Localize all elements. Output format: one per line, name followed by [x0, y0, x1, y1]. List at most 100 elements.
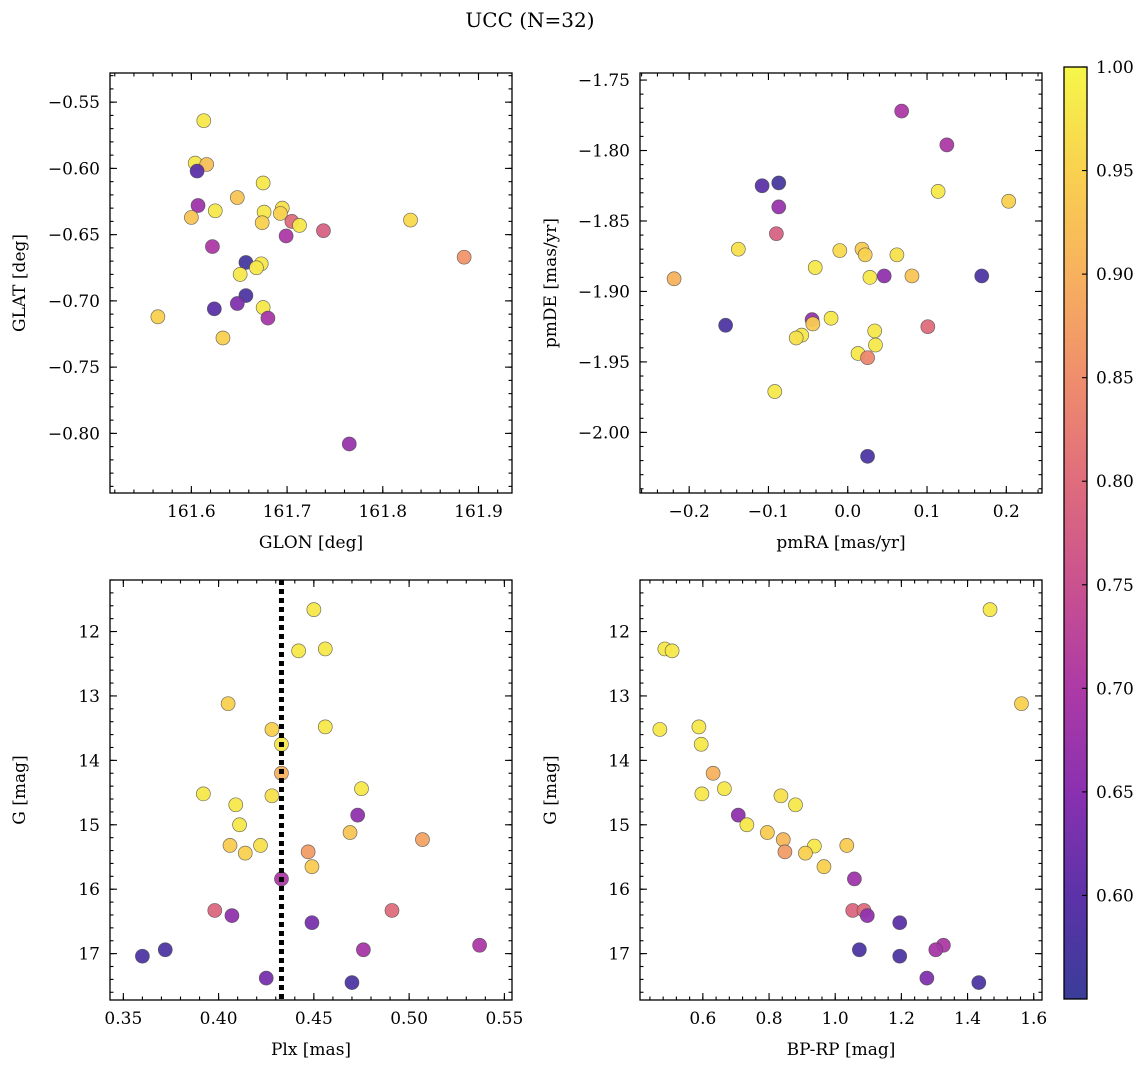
y-tick-label: −0.60: [48, 159, 100, 179]
scatter-point: [229, 296, 245, 311]
colorbar-gradient: [1063, 66, 1088, 1000]
colorbar-tick-label: 0.70: [1096, 679, 1134, 699]
scatter-point: [930, 184, 946, 199]
colorbar: 0.60 0.65 0.70 0.75 0.80 0.85 0.90 0.95 1.00: [1063, 58, 1134, 1000]
x-tick-label: 0.2: [993, 502, 1020, 522]
scatter-point: [693, 736, 709, 752]
scatter-point: [857, 247, 873, 263]
panel-glon-glat: 161.6 161.7 161.8 161.9 −0.55 −0.60 −0.65 −0.70…: [10, 72, 513, 553]
scatter-point: [832, 243, 848, 258]
scatter-point: [771, 199, 787, 215]
scatter-point: [982, 602, 998, 617]
scatter-point: [207, 203, 223, 219]
scatter-point: [344, 975, 360, 990]
scatter-point: [971, 975, 987, 990]
scatter-point: [718, 317, 733, 333]
scatter-point: [135, 948, 150, 964]
panel-bprp-g: 0.6 0.8 1.0 1.2 1.4 1.6 12 13 14 15 16 17 BP-RP [mag…: [541, 579, 1047, 1060]
scatter-point: [224, 908, 240, 923]
scatter-point: [798, 845, 813, 861]
scatter-point: [229, 190, 245, 205]
y-tick-label: −1.80: [578, 142, 630, 162]
colorbar-tick-label: 0.75: [1096, 576, 1134, 596]
scatter-point: [823, 310, 839, 326]
scatter-point: [717, 781, 732, 797]
scatter-point: [207, 903, 223, 918]
x-tick-label: 161.6: [167, 502, 216, 522]
y-axis-label: pmDE [mas/yr]: [541, 218, 561, 348]
y-tick-label: 13: [608, 687, 630, 707]
scatter-point: [300, 844, 316, 860]
scatter-point: [859, 908, 875, 923]
y-axis-label: G [mag]: [10, 755, 30, 824]
scatter-points: [135, 602, 487, 990]
scatter-point: [889, 247, 905, 263]
x-tick-label: 1.4: [954, 1009, 981, 1029]
scatter-point: [278, 228, 294, 244]
scatter-point: [350, 807, 366, 823]
scatter-point: [341, 436, 357, 452]
scatter-point: [754, 178, 770, 194]
y-tick-label: −2.00: [578, 423, 630, 443]
scatter-point: [237, 845, 253, 861]
scatter-point: [384, 903, 400, 918]
panel-pmra-pmde: −0.2 −0.1 0.0 0.1 0.2 −1.75 −1.80 −1.85 −1.90 −1.…: [541, 71, 1043, 553]
y-tick-label: −0.65: [48, 226, 100, 246]
scatter-point: [852, 942, 867, 958]
scatter-point: [664, 643, 680, 659]
figure-title: UCC (N=32): [465, 8, 594, 32]
scatter-point: [730, 241, 746, 257]
x-tick-label: 0.0: [834, 502, 861, 522]
y-tick-label: −1.90: [578, 282, 630, 302]
scatter-point: [775, 832, 791, 847]
scatter-point: [705, 765, 721, 781]
plot-frame: [639, 72, 1043, 494]
colorbar-tick-label: 0.95: [1096, 162, 1134, 182]
scatter-point: [342, 825, 358, 840]
colorbar-tick-label: 0.65: [1096, 783, 1134, 803]
scatter-point: [894, 103, 910, 119]
scatter-points: [150, 113, 472, 452]
scatter-point: [767, 384, 783, 399]
scatter-point: [403, 212, 418, 228]
scatter-point: [839, 838, 855, 853]
scatter-point: [771, 175, 787, 191]
y-tick-label: −1.75: [578, 71, 630, 91]
x-tick-label: 1.6: [1020, 1009, 1047, 1029]
scatter-point: [892, 948, 908, 964]
y-tick-label: 15: [608, 816, 630, 836]
scatter-point: [739, 817, 755, 833]
y-tick-label: 13: [78, 687, 100, 707]
scatter-point: [264, 722, 280, 737]
y-axis-label: G [mag]: [541, 755, 561, 824]
scatter-point: [317, 719, 333, 735]
colorbar-tick-label: 0.60: [1096, 886, 1134, 906]
x-tick-label: 1.2: [888, 1009, 915, 1029]
scatter-point: [253, 838, 268, 853]
scatter-point: [354, 781, 369, 797]
scatter-point: [847, 871, 862, 887]
y-tick-label: 16: [608, 880, 630, 900]
scatter-point: [777, 844, 793, 860]
y-tick-label: 15: [78, 816, 100, 836]
y-tick-label: −1.85: [578, 212, 630, 232]
x-tick-label: 0.45: [295, 1009, 333, 1029]
scatter-point: [472, 937, 487, 953]
scatter-point: [205, 239, 220, 254]
x-tick-label: 0.50: [390, 1009, 428, 1029]
y-tick-label: 17: [78, 945, 100, 965]
scatter-point: [868, 337, 883, 353]
scatter-point: [867, 323, 883, 339]
scatter-point: [456, 249, 472, 265]
scatter-point: [356, 942, 371, 958]
plot-frame: [109, 72, 513, 494]
x-tick-label: 161.9: [454, 502, 503, 522]
scatter-point: [1001, 193, 1017, 209]
scatter-point: [157, 942, 173, 958]
y-tick-label: −0.75: [48, 358, 100, 378]
y-tick-label: −0.80: [48, 424, 100, 444]
scatter-point: [220, 696, 236, 712]
scatter-point: [920, 319, 936, 335]
x-tick-label: −0.1: [748, 502, 789, 522]
colorbar-tick-label: 0.85: [1096, 369, 1134, 389]
